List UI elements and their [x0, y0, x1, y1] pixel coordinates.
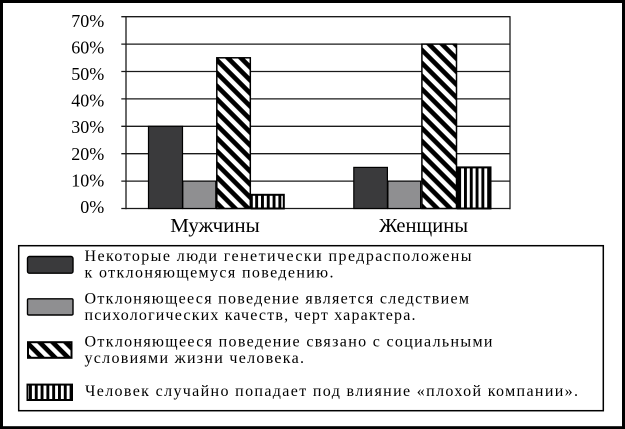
svg-text:50%: 50% [71, 64, 104, 84]
svg-text:70%: 70% [71, 11, 104, 31]
svg-text:Некоторые люди генетически пре: Некоторые люди генетически предрасположе… [85, 248, 472, 265]
svg-text:психологических качеств, черт: психологических качеств, черт характера. [85, 307, 416, 324]
svg-text:40%: 40% [71, 91, 104, 111]
svg-text:10%: 10% [71, 170, 104, 190]
svg-text:Женщины: Женщины [379, 215, 468, 237]
svg-text:Отклоняющееся поведение являет: Отклоняющееся поведение является следств… [85, 290, 470, 307]
svg-text:20%: 20% [71, 144, 104, 164]
svg-text:Мужчины: Мужчины [170, 215, 260, 237]
svg-text:30%: 30% [71, 117, 104, 137]
svg-text:условиями жизни человека.: условиями жизни человека. [85, 350, 305, 367]
svg-text:60%: 60% [71, 37, 104, 57]
svg-text:0%: 0% [80, 197, 104, 217]
svg-text:Человек случайно попадает под: Человек случайно попадает под влияние «п… [85, 383, 578, 400]
svg-text:Отклоняющееся поведение связан: Отклоняющееся поведение связано с социал… [85, 333, 493, 350]
